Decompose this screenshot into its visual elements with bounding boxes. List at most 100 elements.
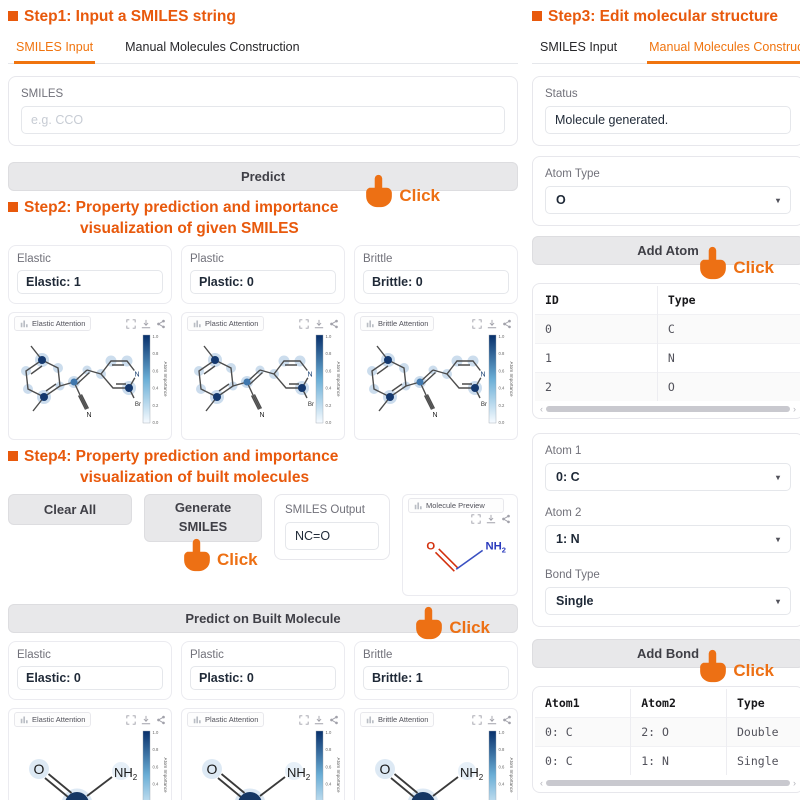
expand-icon[interactable] [126, 319, 136, 329]
chart-title-tab[interactable]: Brittle Attention [360, 316, 435, 331]
tab-manual-construction[interactable]: Manual Molecules Construction [647, 35, 800, 64]
molecule-plot [193, 333, 342, 426]
bond-table: Atom1 Atom2 Type 0: C 2: O Double 0: C 1… [532, 686, 800, 793]
elastic-value-input[interactable] [17, 270, 163, 294]
attention-charts-bottom: Elastic Attention Plastic Attention [8, 708, 518, 800]
atom-type-select[interactable]: O ▾ [545, 186, 791, 214]
step4-action-row: Clear All Generate SMILES Click SMILES O… [8, 494, 518, 596]
table-row[interactable]: 0: C 2: O Double [535, 717, 800, 747]
molecule-plot [201, 729, 342, 800]
share-icon[interactable] [156, 715, 166, 725]
clear-all-button[interactable]: Clear All [8, 494, 132, 525]
molecule-plot [374, 729, 515, 800]
share-icon[interactable] [156, 319, 166, 329]
share-icon[interactable] [329, 319, 339, 329]
bullet-square-icon [8, 202, 18, 212]
plastic-panel: Plastic [181, 245, 345, 304]
chart-title-tab[interactable]: Brittle Attention [360, 712, 435, 727]
download-icon[interactable] [141, 319, 151, 329]
share-icon[interactable] [502, 319, 512, 329]
download-icon[interactable] [314, 715, 324, 725]
bullet-square-icon [532, 11, 542, 21]
expand-icon[interactable] [472, 715, 482, 725]
download-icon[interactable] [141, 715, 151, 725]
table-row[interactable]: 2 O [535, 372, 800, 401]
share-icon[interactable] [502, 715, 512, 725]
chart-title-tab[interactable]: Plastic Attention [187, 712, 265, 727]
predict-built-button[interactable]: Predict on Built Molecule [8, 604, 518, 633]
table-header-row: ID Type [535, 286, 800, 315]
molecule-preview-panel: Molecule Preview [402, 494, 518, 596]
plastic-value-input[interactable] [190, 270, 336, 294]
col-type: Type [656, 286, 800, 315]
share-icon[interactable] [329, 715, 339, 725]
atom2-select[interactable]: 1: N ▾ [545, 525, 791, 553]
download-icon[interactable] [486, 514, 496, 524]
brittle-value-input[interactable] [363, 666, 509, 690]
atom-type-label: Atom Type [545, 168, 600, 180]
elastic-panel: Elastic [8, 245, 172, 304]
elastic-attention-chart: Elastic Attention [8, 312, 172, 440]
brittle-attention-chart: Brittle Attention [354, 708, 518, 800]
expand-icon[interactable] [299, 715, 309, 725]
step4-header: Step4: Property prediction and importanc… [8, 446, 518, 488]
plot-icon [193, 716, 201, 724]
attention-charts-top: Elastic Attention Plastic Attention [8, 312, 518, 440]
molecule-preview-tab[interactable]: Molecule Preview [408, 498, 504, 513]
add-bond-wrap: Add Bond Click [532, 639, 800, 683]
add-bond-button[interactable]: Add Bond [532, 639, 800, 668]
atom-table: ID Type 0 C 1 N 2 O ‹ › [532, 283, 800, 419]
generate-smiles-button[interactable]: Generate SMILES [144, 494, 262, 542]
table-header-row: Atom1 Atom2 Type [535, 689, 800, 718]
predict-button[interactable]: Predict [8, 162, 518, 191]
chart-title-tab[interactable]: Elastic Attention [14, 712, 92, 727]
status-label: Status [545, 88, 578, 100]
elastic-value-input[interactable] [17, 666, 163, 690]
share-icon[interactable] [501, 514, 511, 524]
table-row[interactable]: 0: C 1: N Single [535, 746, 800, 775]
plastic-attention-chart: Plastic Attention [181, 312, 345, 440]
bond-type-label: Bond Type [545, 569, 600, 581]
table-row[interactable]: 0 C [535, 314, 800, 344]
table-row[interactable]: 1 N [535, 343, 800, 373]
expand-icon[interactable] [126, 715, 136, 725]
props-top-row: Elastic Plastic Brittle [8, 245, 518, 304]
add-atom-wrap: Add Atom Click [532, 236, 800, 280]
smiles-output-label: SMILES Output [285, 504, 365, 516]
chevron-down-icon: ▾ [775, 472, 780, 482]
brittle-value-input[interactable] [363, 270, 509, 294]
chart-title-tab[interactable]: Elastic Attention [14, 316, 92, 331]
atom-type-group: Atom Type O ▾ [532, 156, 800, 226]
smiles-input[interactable] [21, 106, 505, 134]
expand-icon[interactable] [472, 319, 482, 329]
status-input[interactable] [545, 106, 791, 134]
right-tabs: SMILES Input Manual Molecules Constructi… [532, 35, 800, 64]
step1-header: Step1: Input a SMILES string [8, 6, 518, 27]
expand-icon[interactable] [299, 319, 309, 329]
plot-icon [366, 320, 374, 328]
add-atom-button[interactable]: Add Atom [532, 236, 800, 265]
brittle-panel: Brittle [354, 641, 518, 700]
predict-built-wrap: Predict on Built Molecule Click [8, 604, 518, 640]
horizontal-scrollbar[interactable]: ‹ › [540, 778, 796, 788]
download-icon[interactable] [487, 715, 497, 725]
bond-type-select[interactable]: Single ▾ [545, 587, 791, 615]
download-icon[interactable] [314, 319, 324, 329]
horizontal-scrollbar[interactable]: ‹ › [540, 404, 796, 414]
plastic-attention-chart: Plastic Attention [181, 708, 345, 800]
tab-smiles-input[interactable]: SMILES Input [14, 35, 96, 64]
plot-icon [20, 320, 28, 328]
plastic-value-input[interactable] [190, 666, 336, 690]
atom2-label: Atom 2 [545, 507, 582, 519]
elastic-attention-chart: Elastic Attention [8, 708, 172, 800]
atom1-select[interactable]: 0: C ▾ [545, 463, 791, 491]
right-column: Step3: Edit molecular structure SMILES I… [532, 6, 800, 793]
tab-smiles-input[interactable]: SMILES Input [540, 40, 618, 54]
smiles-output-input[interactable] [285, 522, 379, 550]
expand-icon[interactable] [471, 514, 481, 524]
download-icon[interactable] [487, 319, 497, 329]
tab-manual-construction[interactable]: Manual Molecules Construction [125, 40, 300, 54]
col-atom1: Atom1 [545, 696, 580, 710]
chart-title-tab[interactable]: Plastic Attention [187, 316, 265, 331]
smiles-label: SMILES [21, 88, 64, 100]
